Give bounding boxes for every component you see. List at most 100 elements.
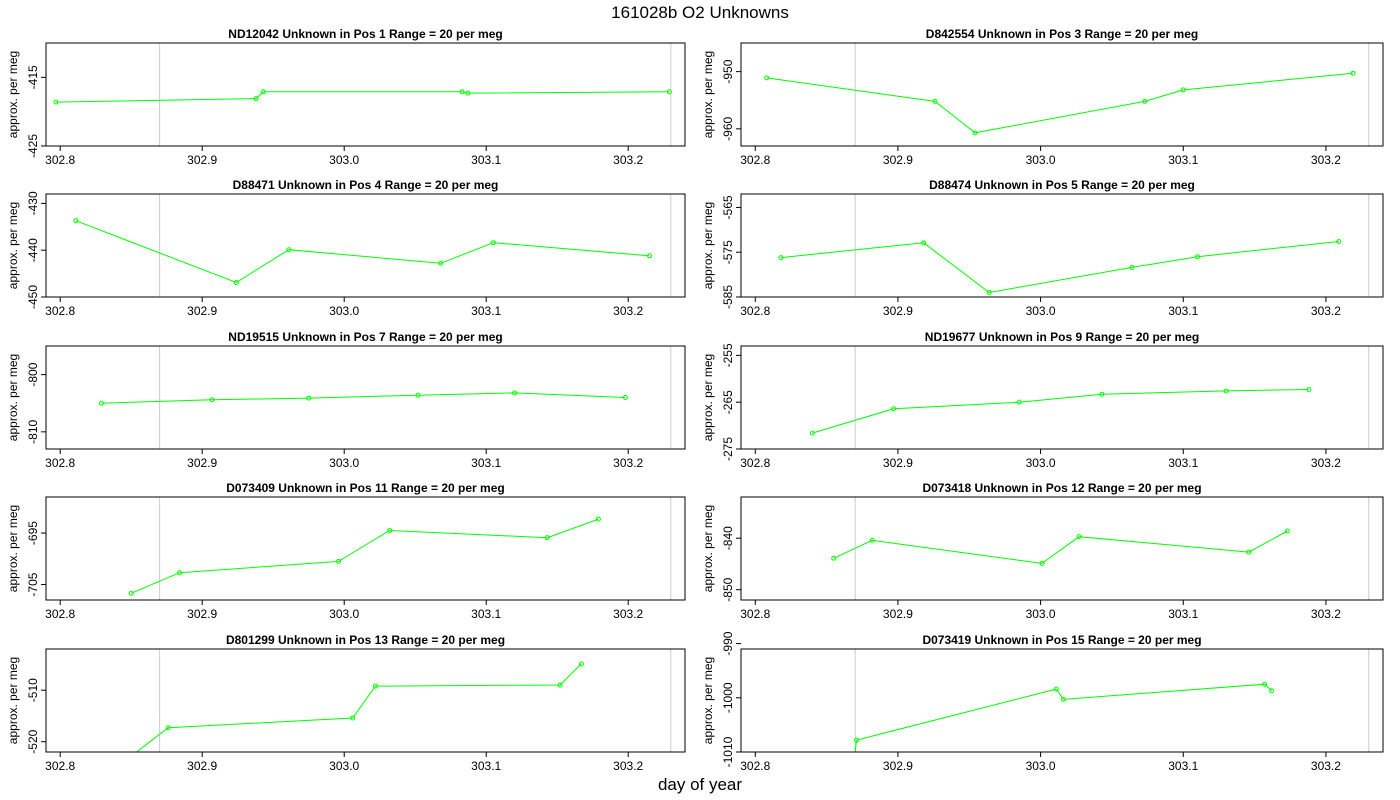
y-axis-label: approx. per meg <box>6 354 20 441</box>
data-point <box>1246 549 1252 555</box>
x-tick-label: 303.0 <box>329 759 359 773</box>
series-line <box>833 530 1288 564</box>
panel-3: D88471 Unknown in Pos 4 Range = 20 per m… <box>6 178 686 318</box>
data-point <box>306 395 312 401</box>
data-series <box>98 390 628 406</box>
data-point <box>854 737 860 743</box>
x-tick-label: 303.1 <box>1168 304 1198 318</box>
x-tick-label: 302.9 <box>187 759 217 773</box>
data-point <box>1076 534 1082 540</box>
x-tick-label: 303.1 <box>1168 456 1198 470</box>
data-point <box>622 395 628 400</box>
x-tick-label: 302.8 <box>740 304 770 318</box>
data-point <box>1142 98 1148 104</box>
plot-frame <box>740 345 1384 450</box>
data-point <box>764 75 770 81</box>
y-tick-label: -275 <box>721 437 735 461</box>
data-point <box>666 89 672 95</box>
y-tick-label: -450 <box>26 285 40 309</box>
data-point <box>1039 560 1045 566</box>
x-tick-label: 303.0 <box>1026 607 1056 621</box>
data-point <box>165 725 171 731</box>
panel-title: D88471 Unknown in Pos 4 Range = 20 per m… <box>233 178 499 192</box>
y-tick-label: -810 <box>26 420 40 444</box>
data-point <box>932 98 938 104</box>
data-point <box>233 279 239 285</box>
x-tick-label: 303.0 <box>1026 153 1056 167</box>
plot-frame <box>45 648 686 753</box>
data-point <box>286 247 292 253</box>
x-tick-label: 303.0 <box>329 153 359 167</box>
panel-1: ND12042 Unknown in Pos 1 Range = 20 per … <box>6 27 686 167</box>
y-axis-label: approx. per meg <box>6 505 20 592</box>
data-point <box>512 390 518 396</box>
panel-title: D88474 Unknown in Pos 5 Range = 20 per m… <box>929 178 1195 192</box>
data-series <box>809 387 1312 436</box>
series-line <box>766 72 1354 134</box>
y-tick-label: -1010 <box>721 736 735 767</box>
x-tick-label: 303.2 <box>1311 456 1341 470</box>
x-tick-label: 302.8 <box>740 153 770 167</box>
x-tick-label: 303.2 <box>1311 607 1341 621</box>
y-tick-label: -840 <box>721 526 735 550</box>
y-tick-label: -950 <box>721 59 735 83</box>
x-tick-label: 303.2 <box>613 153 643 167</box>
x-tick-label: 303.0 <box>1026 759 1056 773</box>
x-tick-label: 303.0 <box>329 607 359 621</box>
data-point <box>98 400 104 406</box>
figure-title: 161028b O2 Unknowns <box>611 3 789 22</box>
data-point <box>921 240 927 246</box>
x-tick-label: 303.2 <box>613 304 643 318</box>
y-tick-label: -425 <box>26 134 40 158</box>
x-tick-label: 303.2 <box>613 456 643 470</box>
series-line <box>135 663 582 752</box>
y-tick-label: -850 <box>721 577 735 601</box>
data-point <box>578 661 584 667</box>
panel-5: ND19515 Unknown in Pos 7 Range = 20 per … <box>6 330 686 470</box>
y-tick-label: -415 <box>26 65 40 89</box>
x-tick-label: 303.1 <box>471 456 501 470</box>
series-line <box>101 392 626 404</box>
y-tick-label: -265 <box>721 390 735 414</box>
y-axis-label: approx. per meg <box>701 657 715 744</box>
y-tick-label: -800 <box>26 362 40 386</box>
series-line <box>131 518 599 594</box>
data-point <box>438 260 444 266</box>
x-tick-label: 302.8 <box>45 607 75 621</box>
data-point <box>1099 391 1105 397</box>
x-tick-label: 302.8 <box>45 153 75 167</box>
data-series <box>135 661 584 752</box>
data-point <box>1336 238 1342 244</box>
x-tick-label: 303.0 <box>1026 304 1056 318</box>
panel-title: D073409 Unknown in Pos 11 Range = 20 per… <box>226 481 504 495</box>
x-tick-label: 303.1 <box>1168 607 1198 621</box>
data-point <box>852 761 856 765</box>
y-tick-label: -960 <box>721 117 735 141</box>
x-tick-label: 302.8 <box>45 304 75 318</box>
data-point <box>128 590 134 596</box>
data-point <box>595 516 601 522</box>
x-axis-label: day of year <box>657 775 743 794</box>
y-tick-label: -705 <box>26 572 40 596</box>
x-tick-label: 303.2 <box>1311 153 1341 167</box>
y-tick-label: -990 <box>721 631 735 655</box>
panel-7: D073409 Unknown in Pos 11 Range = 20 per… <box>6 481 686 621</box>
x-tick-label: 302.9 <box>187 456 217 470</box>
panel-title: ND19677 Unknown in Pos 9 Range = 20 per … <box>925 330 1199 344</box>
x-tick-label: 302.9 <box>187 153 217 167</box>
x-tick-label: 302.9 <box>883 607 913 621</box>
panel-9: D801299 Unknown in Pos 13 Range = 20 per… <box>6 633 686 773</box>
data-point <box>1350 70 1356 76</box>
data-point <box>387 527 393 533</box>
x-tick-label: 303.1 <box>1168 153 1198 167</box>
panel-2: D842554 Unknown in Pos 3 Range = 20 per … <box>701 27 1384 167</box>
x-tick-label: 302.9 <box>187 607 217 621</box>
x-tick-label: 302.9 <box>187 304 217 318</box>
data-point <box>73 218 79 224</box>
y-tick-label: -585 <box>721 285 735 309</box>
panel-title: ND19515 Unknown in Pos 7 Range = 20 per … <box>228 330 502 344</box>
x-tick-label: 302.8 <box>740 607 770 621</box>
data-point <box>53 99 59 105</box>
plot-frame <box>740 648 1384 753</box>
data-point <box>1269 688 1275 694</box>
